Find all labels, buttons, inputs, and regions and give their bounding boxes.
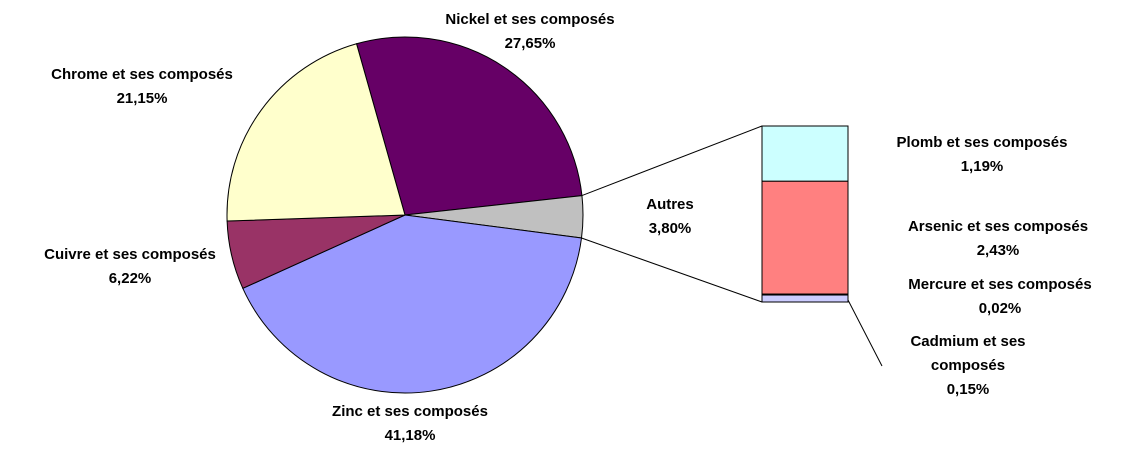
leader-line	[847, 299, 883, 367]
data-label: Nickel et ses composés 27,65%	[380, 8, 680, 56]
bar-segment	[761, 125, 849, 182]
data-label: Chrome et ses composés 21,15%	[12, 63, 272, 111]
value-label: 3,80%	[648, 220, 692, 237]
category-label: Chrome et ses composés	[51, 66, 233, 83]
category-label: Mercure et ses composés	[908, 276, 1092, 293]
category-label: Nickel et ses composés	[445, 11, 615, 28]
connector	[581, 237, 763, 303]
value-label: 0,02%	[978, 300, 1022, 317]
data-label: Plomb et ses composés 1,19%	[852, 131, 1112, 179]
value-label: 21,15%	[116, 90, 168, 107]
data-label: Arsenic et ses composés 2,43%	[868, 215, 1122, 263]
bar-segment	[761, 180, 849, 295]
value-label: 27,65%	[504, 35, 556, 52]
data-label: Cadmium et ses composés 0,15%	[878, 330, 1058, 402]
category-label: Autres	[646, 196, 694, 213]
value-label: 0,15%	[946, 381, 990, 398]
data-label: Zinc et ses composés 41,18%	[260, 400, 560, 448]
value-label: 41,18%	[384, 427, 436, 444]
data-label: Autres 3,80%	[610, 193, 730, 241]
category-label: Cuivre et ses composés	[44, 246, 216, 263]
data-label: Mercure et ses composés 0,02%	[870, 273, 1122, 321]
category-label: Zinc et ses composés	[332, 403, 488, 420]
category-label: Arsenic et ses composés	[907, 218, 1089, 235]
value-label: 2,43%	[976, 242, 1020, 259]
connector	[581, 125, 763, 197]
category-label: Cadmium et ses composés	[910, 333, 1026, 374]
pie-slice	[355, 36, 583, 216]
data-label: Cuivre et ses composés 6,22%	[0, 243, 260, 291]
value-label: 6,22%	[108, 270, 152, 287]
bar-segment	[761, 294, 849, 303]
category-label: Plomb et ses composés	[896, 134, 1068, 151]
pie-slice	[226, 43, 406, 222]
pie-slice	[242, 214, 583, 394]
value-label: 1,19%	[960, 158, 1004, 175]
